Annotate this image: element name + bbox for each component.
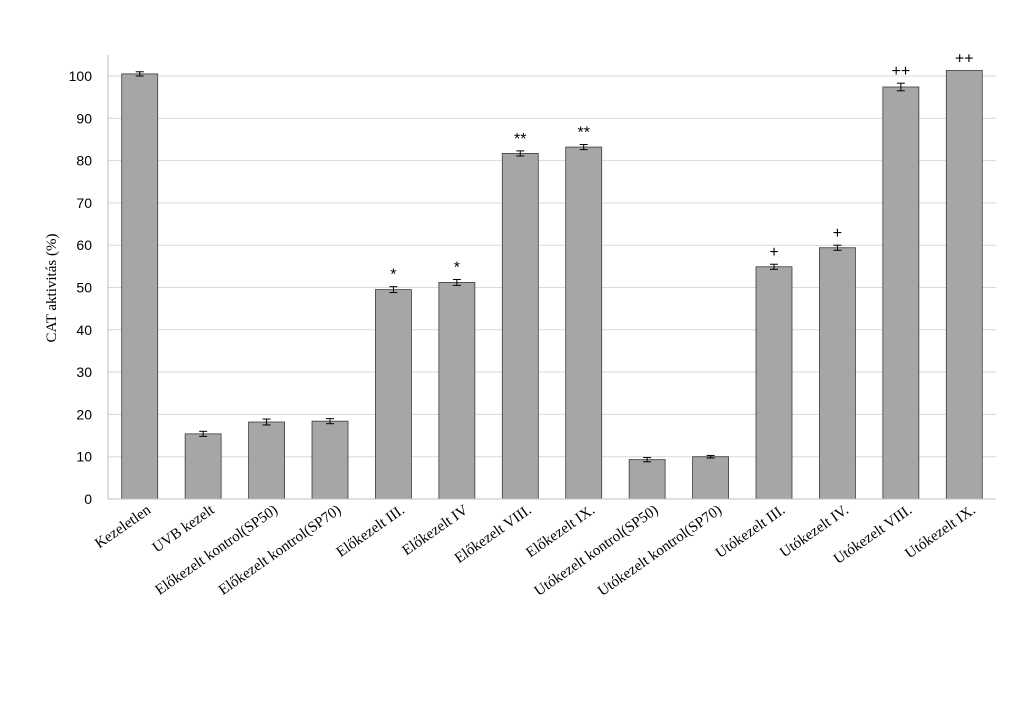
significance-mark: **	[514, 131, 526, 148]
x-category-label: Előkezelt III.	[334, 502, 408, 560]
y-tick-label: 40	[76, 322, 92, 338]
y-tick-label: 100	[69, 68, 93, 84]
x-category-label: Kezeletlen	[92, 502, 154, 552]
bar	[501, 153, 539, 500]
significance-mark: *	[454, 259, 460, 276]
bar	[882, 86, 920, 500]
significance-mark: **	[577, 125, 589, 142]
bar	[121, 73, 159, 500]
significance-mark: +	[833, 225, 842, 242]
significance-mark: ++	[892, 63, 911, 80]
y-axis-title: CAT aktivitás (%)	[44, 234, 60, 343]
y-tick-label: 90	[76, 110, 92, 126]
significance-mark: *	[390, 267, 396, 284]
bar	[184, 433, 222, 500]
y-tick-label: 50	[76, 280, 92, 296]
bar	[248, 421, 285, 500]
y-tick-label: 20	[76, 406, 92, 422]
bar	[375, 289, 412, 500]
y-tick-label: 0	[84, 491, 92, 507]
bar	[692, 456, 729, 500]
x-category-label: Utókezelt kontrol(SP70)	[595, 502, 725, 599]
bars	[121, 70, 983, 500]
y-tick-label: 60	[76, 237, 92, 253]
bar	[438, 282, 476, 500]
bar	[628, 459, 666, 500]
x-category-label: Utókezelt III.	[713, 502, 788, 561]
axes	[107, 55, 996, 500]
y-tick-label: 10	[76, 449, 92, 465]
bar	[945, 70, 983, 500]
significance-mark: +	[769, 244, 778, 261]
y-tick-label: 70	[76, 195, 92, 211]
bar	[819, 247, 856, 500]
significance-mark: ++	[955, 51, 974, 68]
bar	[755, 266, 793, 500]
y-tick-label: 30	[76, 364, 92, 380]
gridlines	[108, 75, 996, 458]
bar	[311, 420, 349, 500]
y-tick-label: 80	[76, 153, 92, 169]
bar	[565, 146, 603, 500]
x-category-label: Előkezelt kontrol(SP70)	[216, 502, 344, 599]
x-category-label: Utókezelt IX.	[903, 502, 979, 562]
